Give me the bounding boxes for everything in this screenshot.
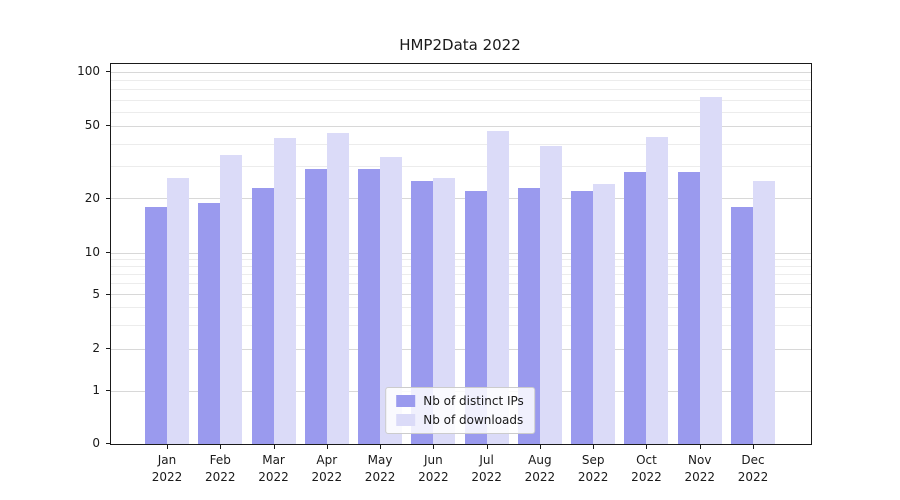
gridline-major-y2: [111, 348, 811, 350]
bar-distinct-ips-Sep: [571, 191, 594, 444]
x-tick-mark: [593, 445, 595, 449]
bar-downloads-Oct: [646, 136, 669, 444]
legend-label-distinct-ips: Nb of distinct IPs: [423, 394, 524, 408]
y-tick-label: 0: [92, 436, 100, 450]
x-tick-mark: [273, 445, 275, 449]
gridline-major-y50: [111, 126, 811, 127]
bar-distinct-ips-Feb: [198, 202, 221, 444]
bar-downloads-Feb: [220, 154, 243, 444]
bar-distinct-ips-Jan: [145, 206, 167, 444]
gridline-major-y100: [111, 71, 811, 73]
x-tick-label: Mar 2022: [258, 453, 289, 484]
x-tick-label: Jan 2022: [151, 453, 183, 484]
bar-distinct-ips-Oct: [624, 172, 647, 444]
x-tick-label: Jul 2022: [471, 453, 502, 484]
gridline-minor-y40: [111, 143, 811, 145]
x-tick-mark: [539, 445, 541, 449]
x-tick-mark: [486, 445, 488, 449]
y-tick-mark: [106, 293, 110, 295]
y-tick-mark: [106, 252, 110, 253]
legend: Nb of distinct IPs Nb of downloads: [385, 387, 535, 434]
bar-downloads-May: [380, 156, 403, 444]
x-tick-mark: [699, 445, 701, 449]
gridline-major-y20: [111, 198, 811, 200]
legend-swatch-distinct-ips: [396, 395, 416, 407]
y-tick-label: 20: [84, 190, 100, 205]
legend-item-distinct-ips: Nb of distinct IPs: [396, 394, 524, 408]
y-tick-mark: [106, 71, 110, 72]
x-tick-mark: [326, 445, 328, 449]
legend-swatch-downloads: [396, 414, 416, 426]
y-tick-mark: [106, 390, 110, 391]
gridline-major-y5: [111, 294, 811, 296]
bar-downloads-Jul: [486, 131, 509, 444]
y-tick-label: 100: [77, 64, 100, 78]
bar-downloads-Apr: [326, 133, 349, 444]
x-tick-label: Apr 2022: [311, 453, 343, 484]
bar-distinct-ips-Jul: [464, 191, 487, 444]
y-tick-mark: [106, 443, 110, 444]
bar-distinct-ips-Apr: [304, 169, 327, 444]
x-tick-mark: [167, 445, 168, 449]
bar-downloads-Nov: [699, 96, 722, 444]
bar-distinct-ips-Nov: [677, 172, 700, 444]
bar-downloads-Jun: [433, 177, 456, 444]
gridline-minor-y6: [111, 283, 811, 285]
y-tick-label: 50: [84, 118, 100, 133]
x-tick-label: Aug 2022: [524, 453, 556, 484]
y-tick-mark: [106, 125, 110, 127]
y-tick-label: 10: [84, 245, 100, 259]
y-tick-mark: [106, 348, 110, 350]
bar-distinct-ips-Dec: [731, 206, 753, 444]
x-tick-label: Feb 2022: [204, 453, 236, 484]
plot-area: [110, 63, 812, 445]
bar-downloads-Aug: [539, 146, 562, 444]
bar-downloads-Sep: [593, 184, 616, 444]
bar-downloads-Mar: [273, 138, 296, 444]
y-tick-label: 5: [92, 286, 100, 301]
legend-label-downloads: Nb of downloads: [423, 413, 524, 427]
bar-downloads-Dec: [753, 180, 775, 444]
chart-title: HMP2Data 2022: [399, 36, 521, 54]
gridline-minor-y8: [111, 265, 811, 267]
gridline-minor-y70: [111, 99, 811, 101]
bar-distinct-ips-Jun: [411, 180, 434, 444]
x-tick-label: Oct 2022: [631, 453, 662, 484]
gridline-minor-y30: [111, 166, 811, 168]
bar-distinct-ips-May: [358, 169, 381, 444]
bar-downloads-Jan: [167, 177, 189, 444]
x-tick-mark: [380, 445, 382, 449]
x-tick-mark: [433, 445, 435, 449]
x-tick-label: May 2022: [364, 453, 396, 484]
gridline-minor-y60: [111, 111, 811, 113]
x-tick-mark: [220, 445, 222, 449]
gridline-major-y10: [111, 252, 811, 254]
bar-distinct-ips-Aug: [517, 187, 540, 444]
x-tick-mark: [646, 445, 648, 449]
legend-item-downloads: Nb of downloads: [396, 413, 524, 427]
x-tick-label: Jun 2022: [418, 453, 449, 484]
bar-distinct-ips-Mar: [251, 187, 274, 444]
x-tick-label: Sep 2022: [577, 453, 609, 484]
gridline-minor-y80: [111, 89, 811, 91]
gridline-minor-y3: [111, 324, 811, 326]
gridline-minor-y90: [111, 79, 811, 81]
x-tick-label: Dec 2022: [737, 453, 769, 484]
gridline-minor-y7: [111, 273, 811, 275]
gridline-minor-y9: [111, 258, 811, 260]
x-tick-mark: [753, 445, 754, 449]
x-tick-label: Nov 2022: [684, 453, 715, 484]
y-tick-label: 1: [92, 383, 100, 397]
gridline-minor-y4: [111, 307, 811, 309]
y-tick-mark: [106, 197, 110, 199]
y-tick-label: 2: [92, 341, 100, 356]
